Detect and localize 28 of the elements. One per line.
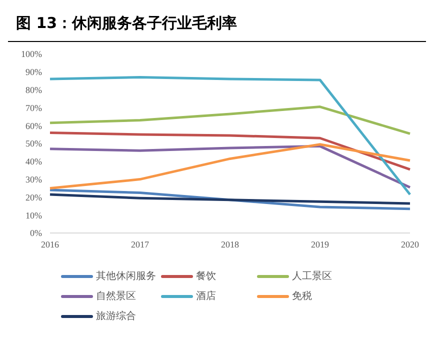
line-series (48, 76, 412, 196)
y-tick-label: 80% (26, 84, 42, 95)
line-series (48, 106, 412, 135)
line-series (48, 132, 412, 171)
legend-label: 免税 (292, 290, 312, 303)
x-tick-label: 2017 (131, 239, 150, 250)
y-tick-label: 30% (26, 174, 42, 184)
legend-label: 其他休闲服务 (96, 270, 156, 283)
x-tick-label: 2016 (41, 239, 60, 250)
x-tick-label: 2019 (311, 239, 330, 250)
y-tick-label: 70% (26, 102, 42, 113)
legend-label: 旅游综合 (96, 310, 136, 323)
legend-label: 自然景区 (96, 290, 136, 303)
y-tick-label: 100% (21, 49, 42, 60)
x-tick-label: 2020 (401, 239, 420, 250)
chart-title: 图 13：休闲服务各子行业毛利率 (8, 8, 426, 42)
y-tick-label: 60% (26, 120, 42, 131)
line-series (48, 193, 412, 205)
x-tick-label: 2018 (221, 239, 240, 250)
y-tick-label: 0% (30, 228, 42, 238)
y-tick-label: 20% (26, 192, 42, 202)
y-tick-label: 40% (26, 156, 42, 167)
y-tick-label: 90% (26, 67, 42, 78)
legend-label: 人工景区 (292, 270, 332, 283)
legend-label: 餐饮 (196, 270, 216, 283)
y-tick-label: 10% (26, 210, 42, 220)
y-tick-label: 50% (26, 138, 42, 149)
legend-label: 酒店 (196, 290, 216, 303)
